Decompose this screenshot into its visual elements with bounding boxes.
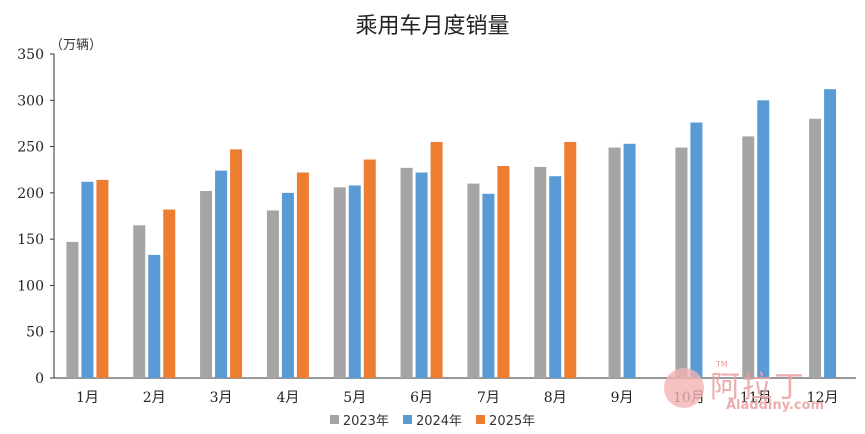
axes	[53, 54, 856, 379]
x-tick-label: 3月	[210, 390, 233, 406]
bar-2023年-9月	[608, 147, 621, 378]
watermark-tm: TM	[716, 360, 728, 369]
x-tick-label: 6月	[410, 390, 433, 406]
x-tick-label: 7月	[477, 390, 500, 406]
bar-2023年-11月	[742, 136, 755, 378]
bar-2023年-12月	[809, 118, 822, 379]
bar-2024年-9月	[623, 143, 636, 378]
bar-2024年-6月	[415, 172, 428, 378]
x-tick-label: 4月	[276, 390, 299, 406]
bar-2024年-3月	[215, 170, 228, 378]
bar-2025年-6月	[430, 141, 443, 378]
y-tick-label: 200	[17, 186, 44, 202]
bar-2024年-10月	[690, 122, 703, 378]
legend: 2023年 2024年 2025年	[0, 410, 865, 429]
bar-2023年-6月	[400, 167, 413, 378]
watermark-text: 阿拉丁	[710, 370, 806, 405]
legend-swatch-2025	[476, 415, 486, 424]
bar-2025年-5月	[363, 159, 376, 378]
bar-2025年-2月	[163, 209, 176, 378]
x-tick-label: 1月	[76, 390, 99, 406]
bar-2025年-4月	[296, 172, 309, 378]
x-tick-label: 2月	[143, 390, 166, 406]
bar-2024年-8月	[549, 176, 562, 378]
bars	[66, 89, 837, 379]
bar-2024年-4月	[281, 192, 294, 378]
bar-2025年-1月	[96, 179, 109, 378]
y-axis-unit-label: （万辆）	[50, 38, 103, 53]
bar-2024年-5月	[348, 185, 361, 378]
y-tick-label: 350	[17, 47, 44, 63]
bar-2024年-2月	[148, 254, 161, 378]
y-tick-label: 250	[17, 140, 44, 156]
legend-item-2025: 2025年	[476, 410, 535, 429]
legend-item-2023: 2023年	[329, 410, 389, 429]
x-tick-label: 11月	[740, 390, 772, 406]
legend-label-2023: 2023年	[342, 414, 389, 429]
bar-2023年-1月	[66, 241, 79, 378]
bar-2023年-3月	[200, 191, 213, 378]
watermark-url: Aladdiny.com	[726, 398, 825, 413]
bar-2024年-7月	[482, 193, 495, 378]
bar-2025年-7月	[497, 166, 510, 378]
legend-label-2025: 2025年	[489, 414, 536, 429]
x-tick-label: 9月	[611, 390, 634, 406]
bar-2024年-11月	[757, 100, 770, 379]
x-tick-label: 5月	[343, 390, 366, 406]
bar-2024年-1月	[81, 181, 94, 378]
watermark-logo-icon	[664, 368, 704, 408]
bar-2023年-5月	[333, 187, 346, 378]
legend-swatch-2023	[329, 415, 339, 424]
y-tick-label: 50	[26, 325, 44, 341]
bar-2023年-2月	[133, 225, 146, 378]
legend-label-2024: 2024年	[415, 414, 463, 429]
bar-2024年-12月	[824, 89, 837, 379]
y-axis-ticks: 0 50 100 150 200 250 300 350	[17, 47, 54, 387]
y-tick-label: 100	[17, 278, 44, 294]
bar-2023年-4月	[266, 210, 279, 378]
bar-2025年-8月	[564, 141, 577, 378]
bar-2023年-7月	[467, 183, 480, 378]
y-tick-label: 0	[35, 371, 44, 387]
y-tick-label: 150	[17, 232, 44, 248]
x-tick-label: 12月	[807, 390, 839, 406]
bar-2023年-8月	[534, 166, 547, 378]
bar-2023年-10月	[675, 147, 688, 378]
legend-item-2024: 2024年	[402, 410, 463, 429]
legend-swatch-2024	[402, 415, 412, 424]
bar-2025年-3月	[230, 149, 243, 378]
chart-title: 乘用车月度销量	[355, 14, 510, 39]
y-tick-label: 300	[17, 93, 44, 109]
x-tick-label: 8月	[544, 390, 567, 406]
aladdin-watermark: 阿拉丁 TM Aladdiny.com	[664, 360, 864, 422]
